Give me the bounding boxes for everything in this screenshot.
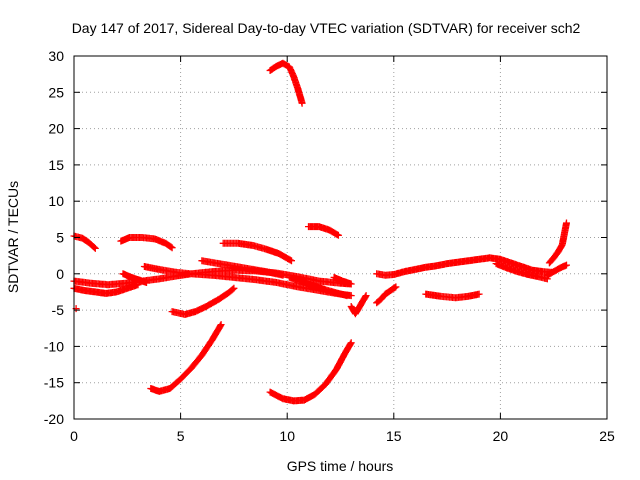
x-tick-label: 20 [493,428,509,444]
x-tick-label: 10 [279,428,295,444]
y-tick-label: -20 [44,411,64,427]
data-markers [70,59,570,405]
y-tick-label: -5 [52,302,65,318]
x-axis-label: GPS time / hours [287,458,394,474]
x-tick-label: 15 [386,428,402,444]
y-tick-label: -15 [44,375,64,391]
y-tick-label: 5 [56,230,64,246]
y-tick-label: 25 [48,84,64,100]
data-points [70,59,570,405]
y-tick-label: 30 [48,48,64,64]
y-tick-label: -10 [44,338,64,354]
y-tick-label: 20 [48,121,64,137]
chart-title: Day 147 of 2017, Sidereal Day-to-day VTE… [72,20,581,36]
y-tick-label: 0 [56,266,64,282]
y-tick-label: 10 [48,193,64,209]
grid-lines [74,56,607,419]
x-tick-label: 25 [599,428,615,444]
y-tick-label: 15 [48,157,64,173]
y-axis-label: SDTVAR / TECUs [5,181,21,293]
axis-ticks: 0 5 10 15 20 25 -20 -15 -10 -5 0 5 10 15 20 25 30 [44,48,615,444]
x-tick-label: 0 [70,428,78,444]
x-tick-label: 5 [177,428,185,444]
